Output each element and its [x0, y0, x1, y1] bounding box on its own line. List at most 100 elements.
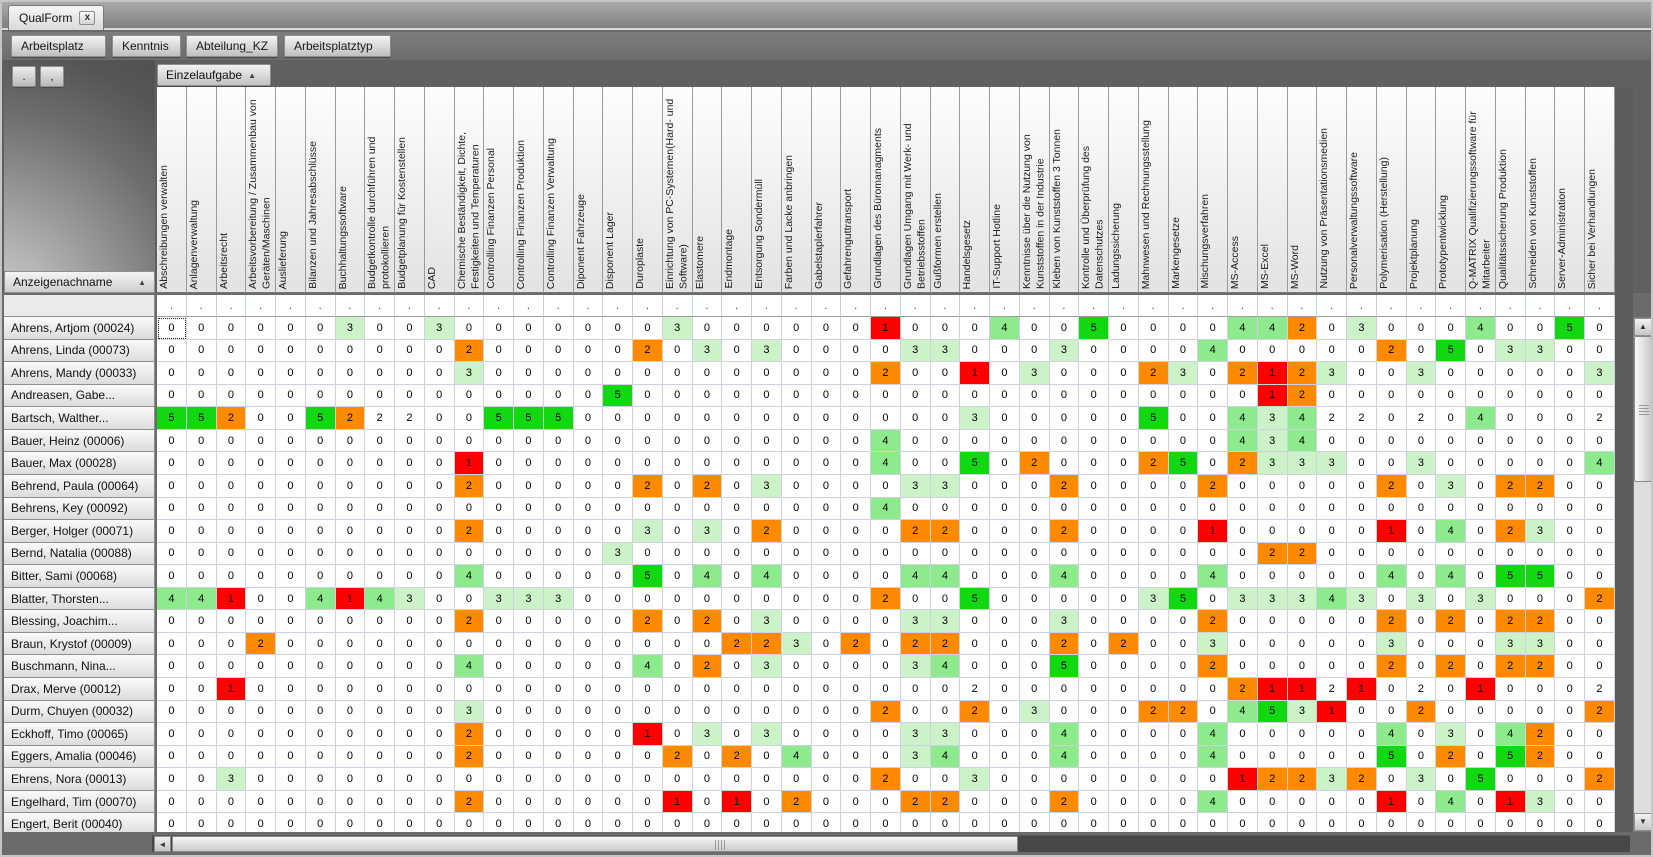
- matrix-cell[interactable]: 2: [1138, 362, 1169, 385]
- matrix-cell[interactable]: 2: [1436, 745, 1466, 769]
- matrix-cell[interactable]: 0: [960, 384, 990, 408]
- matrix-cell[interactable]: 0: [1347, 384, 1377, 408]
- column-filter-cell[interactable]: .: [1287, 295, 1318, 317]
- matrix-cell[interactable]: 3: [1406, 452, 1437, 475]
- matrix-cell[interactable]: 0: [1228, 384, 1258, 408]
- matrix-cell[interactable]: 0: [603, 474, 633, 498]
- matrix-cell[interactable]: 2: [752, 520, 782, 543]
- matrix-cell[interactable]: 0: [186, 520, 217, 543]
- matrix-cell[interactable]: 0: [1555, 655, 1585, 678]
- matrix-cell[interactable]: 0: [543, 768, 574, 791]
- matrix-cell[interactable]: 5: [1466, 768, 1496, 791]
- matrix-cell[interactable]: 0: [633, 700, 663, 724]
- matrix-cell[interactable]: 0: [216, 813, 247, 832]
- matrix-cell[interactable]: 0: [216, 317, 247, 340]
- matrix-cell[interactable]: 0: [811, 565, 842, 588]
- column-header[interactable]: Mahnwesen und Rechnungsstellung: [1138, 87, 1169, 293]
- matrix-cell[interactable]: 0: [1406, 790, 1437, 814]
- matrix-cell[interactable]: 1: [335, 587, 366, 611]
- matrix-cell[interactable]: 0: [365, 813, 395, 832]
- matrix-cell[interactable]: 5: [514, 407, 544, 430]
- matrix-cell[interactable]: 0: [1019, 384, 1050, 408]
- matrix-cell[interactable]: 3: [900, 745, 931, 769]
- column-header[interactable]: Duroplaste: [633, 87, 663, 293]
- matrix-cell[interactable]: 0: [1079, 632, 1109, 656]
- matrix-cell[interactable]: 0: [1228, 655, 1258, 678]
- column-header[interactable]: Kleben von Kunststoffen 3 Tonnen: [1049, 87, 1080, 293]
- matrix-cell[interactable]: 0: [752, 678, 782, 701]
- matrix-cell[interactable]: 0: [1317, 497, 1347, 521]
- matrix-cell[interactable]: 0: [1436, 452, 1466, 475]
- matrix-cell[interactable]: 0: [1168, 497, 1199, 521]
- matrix-cell[interactable]: 0: [603, 790, 633, 814]
- matrix-cell[interactable]: 4: [1198, 339, 1228, 363]
- matrix-cell[interactable]: 0: [1109, 474, 1139, 498]
- matrix-cell[interactable]: 0: [692, 542, 723, 566]
- matrix-cell[interactable]: 3: [1525, 520, 1556, 543]
- matrix-cell[interactable]: 0: [365, 452, 395, 475]
- matrix-cell[interactable]: 0: [1198, 497, 1228, 521]
- matrix-cell[interactable]: 3: [1019, 700, 1050, 724]
- matrix-cell[interactable]: 0: [186, 362, 217, 385]
- matrix-cell[interactable]: 2: [900, 632, 931, 656]
- matrix-cell[interactable]: 2: [1257, 768, 1288, 791]
- matrix-cell[interactable]: 0: [841, 700, 871, 724]
- matrix-cell[interactable]: 0: [1555, 474, 1585, 498]
- matrix-cell[interactable]: 2: [960, 700, 990, 724]
- matrix-cell[interactable]: 3: [960, 407, 990, 430]
- matrix-cell[interactable]: 0: [276, 339, 306, 363]
- matrix-cell[interactable]: 3: [900, 723, 931, 746]
- matrix-cell[interactable]: 0: [573, 362, 604, 385]
- matrix-cell[interactable]: 4: [454, 565, 485, 588]
- column-filter-cell[interactable]: .: [1525, 295, 1556, 317]
- matrix-cell[interactable]: 0: [1466, 474, 1496, 498]
- matrix-cell[interactable]: 0: [1109, 429, 1139, 453]
- matrix-cell[interactable]: 0: [1317, 655, 1347, 678]
- matrix-cell[interactable]: 0: [841, 542, 871, 566]
- matrix-cell[interactable]: 0: [1585, 610, 1615, 633]
- matrix-cell[interactable]: 2: [930, 632, 961, 656]
- matrix-cell[interactable]: 0: [246, 317, 276, 340]
- matrix-cell[interactable]: 0: [276, 813, 306, 832]
- matrix-cell[interactable]: 0: [1406, 610, 1437, 633]
- matrix-cell[interactable]: 0: [365, 565, 395, 588]
- matrix-cell[interactable]: 0: [1019, 497, 1050, 521]
- matrix-cell[interactable]: 0: [1466, 339, 1496, 363]
- matrix-cell[interactable]: 0: [752, 813, 782, 832]
- matrix-cell[interactable]: 3: [1406, 768, 1437, 791]
- matrix-cell[interactable]: 0: [930, 768, 961, 791]
- matrix-cell[interactable]: 0: [395, 362, 425, 385]
- row-label[interactable]: Ahrens, Linda (00073): [4, 339, 155, 363]
- matrix-cell[interactable]: 0: [841, 565, 871, 588]
- matrix-cell[interactable]: 0: [1138, 745, 1169, 769]
- column-filter-cell[interactable]: .: [1168, 295, 1199, 317]
- matrix-cell[interactable]: 0: [246, 610, 276, 633]
- matrix-cell[interactable]: 0: [573, 497, 604, 521]
- matrix-cell[interactable]: 0: [543, 700, 574, 724]
- matrix-cell[interactable]: 0: [216, 520, 247, 543]
- matrix-cell[interactable]: 0: [1555, 745, 1585, 769]
- matrix-cell[interactable]: 0: [900, 497, 931, 521]
- matrix-cell[interactable]: 3: [930, 723, 961, 746]
- matrix-cell[interactable]: 0: [276, 407, 306, 430]
- column-filter-cell[interactable]: .: [1495, 295, 1526, 317]
- matrix-cell[interactable]: 0: [543, 317, 574, 340]
- column-header[interactable]: Chemische Beständigkeit, Dichte, Festigk…: [454, 87, 485, 293]
- matrix-cell[interactable]: 0: [1287, 520, 1318, 543]
- matrix-cell[interactable]: 0: [662, 474, 693, 498]
- matrix-cell[interactable]: 0: [1019, 339, 1050, 363]
- matrix-cell[interactable]: 0: [1138, 474, 1169, 498]
- matrix-cell[interactable]: 0: [1555, 384, 1585, 408]
- matrix-cell[interactable]: 0: [1376, 407, 1407, 430]
- matrix-cell[interactable]: 0: [1109, 520, 1139, 543]
- matrix-cell[interactable]: 0: [841, 429, 871, 453]
- matrix-cell[interactable]: 0: [811, 362, 842, 385]
- matrix-cell[interactable]: 0: [484, 700, 514, 724]
- matrix-cell[interactable]: 0: [1257, 610, 1288, 633]
- matrix-cell[interactable]: 0: [1198, 452, 1228, 475]
- matrix-cell[interactable]: 0: [484, 768, 514, 791]
- matrix-cell[interactable]: 0: [930, 542, 961, 566]
- matrix-cell[interactable]: 4: [1198, 565, 1228, 588]
- comma-button[interactable]: ,: [40, 66, 64, 87]
- matrix-cell[interactable]: 0: [1168, 474, 1199, 498]
